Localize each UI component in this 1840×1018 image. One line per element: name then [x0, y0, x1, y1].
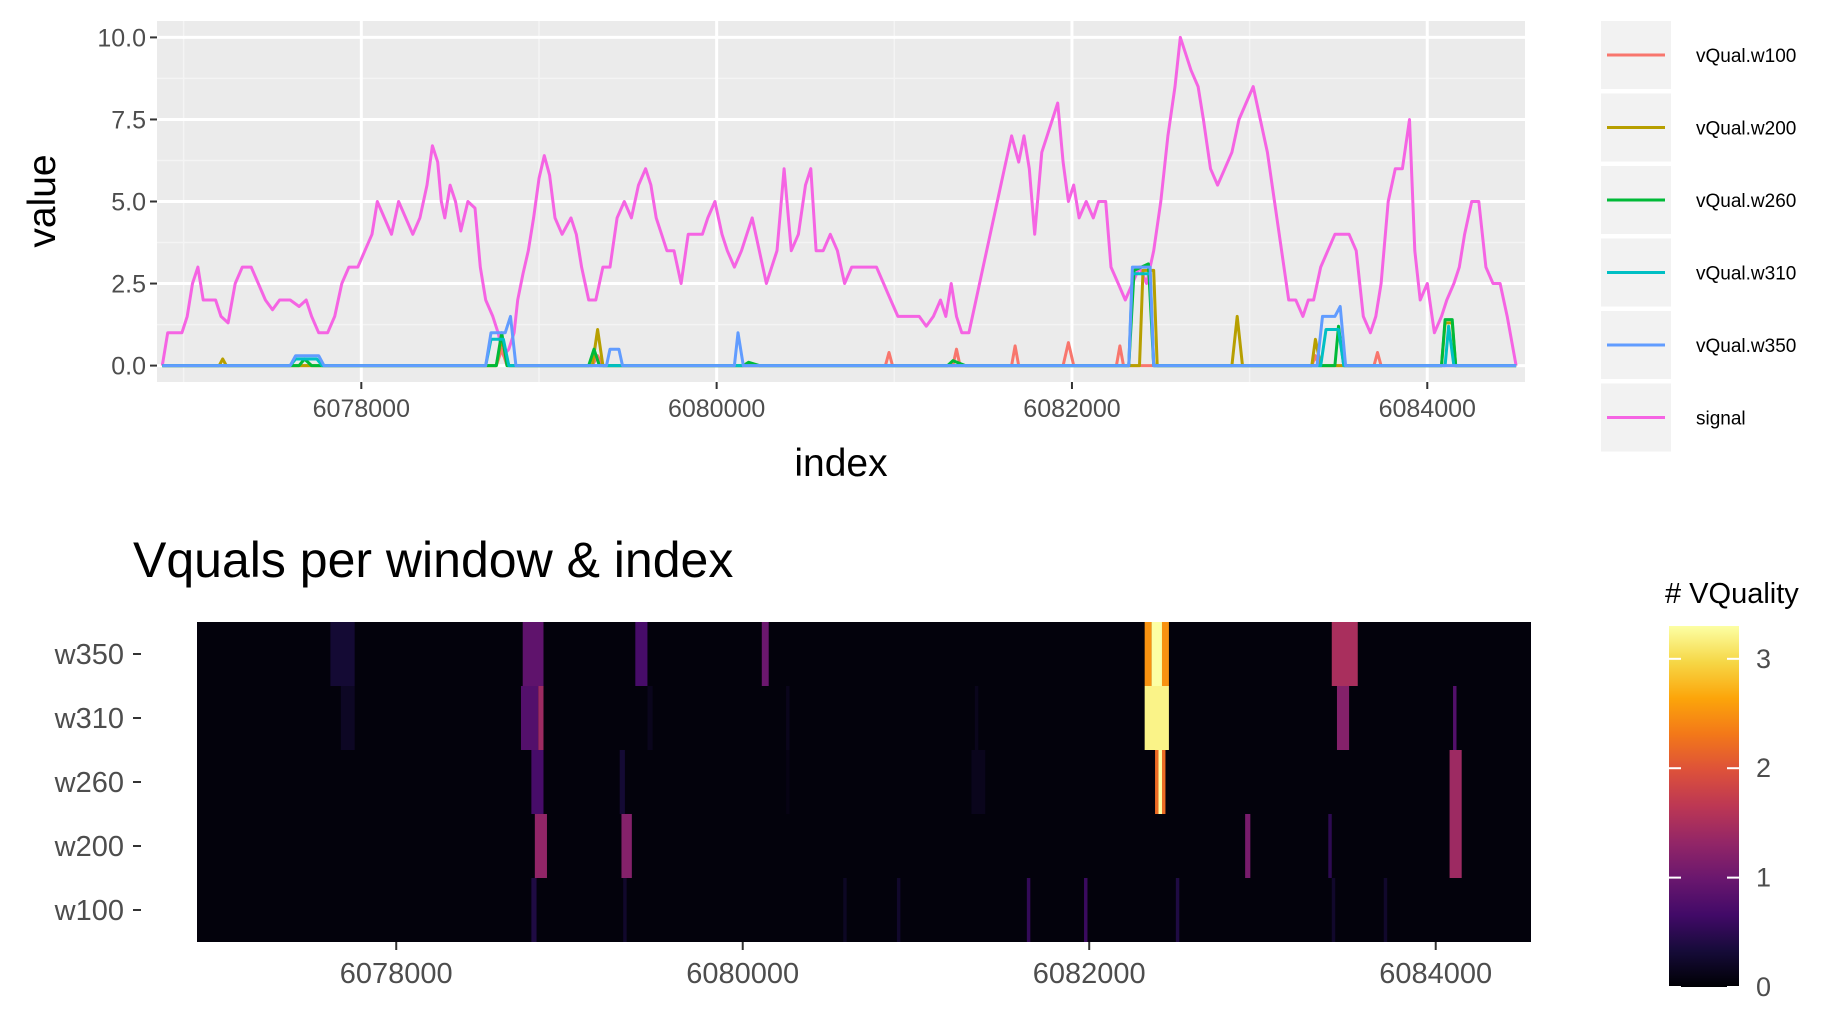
row-tick-label: w260: [54, 767, 124, 799]
heatmap-cell-w310: [1453, 686, 1457, 750]
heatmap-cell-w310: [340, 686, 355, 750]
heatmap-cell-w350: [1331, 622, 1358, 686]
heatmap-cell-w310: [520, 686, 539, 750]
heatmap-cells: [330, 622, 1462, 942]
heatmap-cell-w310: [1336, 686, 1350, 750]
y-tick-label: 10.0: [97, 24, 146, 52]
legend-label-signal: signal: [1696, 409, 1746, 430]
heatmap-background: [197, 622, 1531, 942]
heatmap-colorbar: # VQuality 0 1 2 3: [1665, 578, 1799, 1002]
y-tick-label: 5.0: [111, 189, 146, 217]
heatmap-cell-w100: [623, 878, 627, 942]
x-tick-label: 6082000: [1023, 395, 1120, 423]
x-axis-title: index: [794, 442, 888, 485]
heatmap-x-tick-label: 6084000: [1379, 958, 1492, 990]
line-chart-legend: vQual.w100 vQual.w200 vQual.w260 vQual.w310…: [1601, 21, 1796, 452]
heatmap-cell-w100: [1175, 878, 1180, 942]
row-tick-label: w100: [54, 895, 124, 927]
heatmap-cell-w350: [1161, 622, 1169, 686]
heatmap-cell-w310: [538, 686, 544, 750]
y-tick-label: 7.5: [111, 106, 146, 134]
heatmap-x-tick-label: 6080000: [686, 958, 799, 990]
heatmap-row-ticks: w350 w310 w260 w200 w100: [54, 639, 141, 927]
line-chart-panel: 0.02.55.07.510.0 6078000 6080000 6082000 60…: [21, 21, 1525, 485]
heatmap-cell-w350: [330, 622, 355, 686]
colorbar-tick-label: 2: [1756, 753, 1771, 783]
x-tick-label: 6080000: [668, 395, 765, 423]
heatmap-panel: Vquals per window & index w350 w310 w260 w2…: [54, 532, 1531, 990]
heatmap-cell-w260: [531, 750, 544, 814]
heatmap-cell-w100: [843, 878, 847, 942]
heatmap-cell-w200: [1449, 814, 1462, 878]
line-chart-series: [160, 35, 1518, 368]
colorbar-title: # VQuality: [1665, 578, 1799, 610]
heatmap-cell-w350: [761, 622, 769, 686]
heatmap-x-tick-label: 6082000: [1033, 958, 1146, 990]
heatmap-cell-w350: [1144, 622, 1152, 686]
heatmap-cell-w100: [896, 878, 901, 942]
line-chart-y-ticks: 0.0 2.5 5.0 7.5 10.0: [97, 24, 157, 381]
series-line-vqual-w350: [162, 265, 1517, 368]
heatmap-cell-w310: [974, 686, 979, 750]
heatmap-cell-w200: [534, 814, 547, 878]
heatmap-cell-w350: [1151, 622, 1162, 686]
heatmap-cell-w350: [522, 622, 544, 686]
heatmap-cell-w260: [1158, 750, 1162, 814]
heatmap-cell-w310: [647, 686, 653, 750]
legend-label-vqual-w200: vQual.w200: [1696, 119, 1796, 140]
heatmap-cell-w100: [531, 878, 537, 942]
heatmap-x-ticks: 6078000 6080000 6082000 6084000: [340, 942, 1492, 990]
y-tick-label: 2.5: [111, 271, 146, 299]
colorbar-tick-label: 3: [1756, 644, 1771, 674]
heatmap-cell-w200: [1328, 814, 1332, 878]
heatmap-cell-w100: [1084, 878, 1088, 942]
y-tick-label: 0.0: [111, 353, 146, 381]
heatmap-title: Vquals per window & index: [133, 532, 733, 588]
x-tick-label: 6078000: [313, 395, 410, 423]
legend-label-vqual-w100: vQual.w100: [1696, 46, 1796, 67]
colorbar-gradient: [1669, 626, 1739, 987]
colorbar-tick-label: 0: [1756, 972, 1771, 1002]
row-tick-label: w350: [54, 639, 124, 671]
legend-label-vqual-w260: vQual.w260: [1696, 191, 1796, 212]
heatmap-cell-w350: [635, 622, 648, 686]
heatmap-cell-w310: [786, 686, 790, 750]
heatmap-cell-w310: [1144, 686, 1169, 750]
heatmap-x-tick-label: 6078000: [340, 958, 453, 990]
heatmap-cell-w100: [1383, 878, 1388, 942]
legend-label-vqual-w310: vQual.w310: [1696, 264, 1796, 285]
heatmap-cell-w200: [621, 814, 632, 878]
colorbar-tick-label: 1: [1756, 863, 1771, 893]
x-tick-label: 6084000: [1379, 395, 1476, 423]
heatmap-cell-w260: [1449, 750, 1462, 814]
heatmap-cell-w100: [1331, 878, 1336, 942]
line-chart-x-ticks: 6078000 6080000 6082000 6084000: [313, 382, 1476, 423]
heatmap-cell-w260: [786, 750, 790, 814]
row-tick-label: w310: [54, 703, 124, 735]
y-axis-title: value: [21, 154, 64, 247]
series-line-signal: [160, 35, 1518, 366]
heatmap-cell-w260: [619, 750, 625, 814]
heatmap-cell-w100: [1026, 878, 1031, 942]
legend-label-vqual-w350: vQual.w350: [1696, 336, 1796, 357]
row-tick-label: w200: [54, 831, 124, 863]
colorbar-ticks: 0 1 2 3: [1669, 644, 1771, 1002]
heatmap-cell-w200: [1245, 814, 1251, 878]
heatmap-cell-w260: [971, 750, 986, 814]
